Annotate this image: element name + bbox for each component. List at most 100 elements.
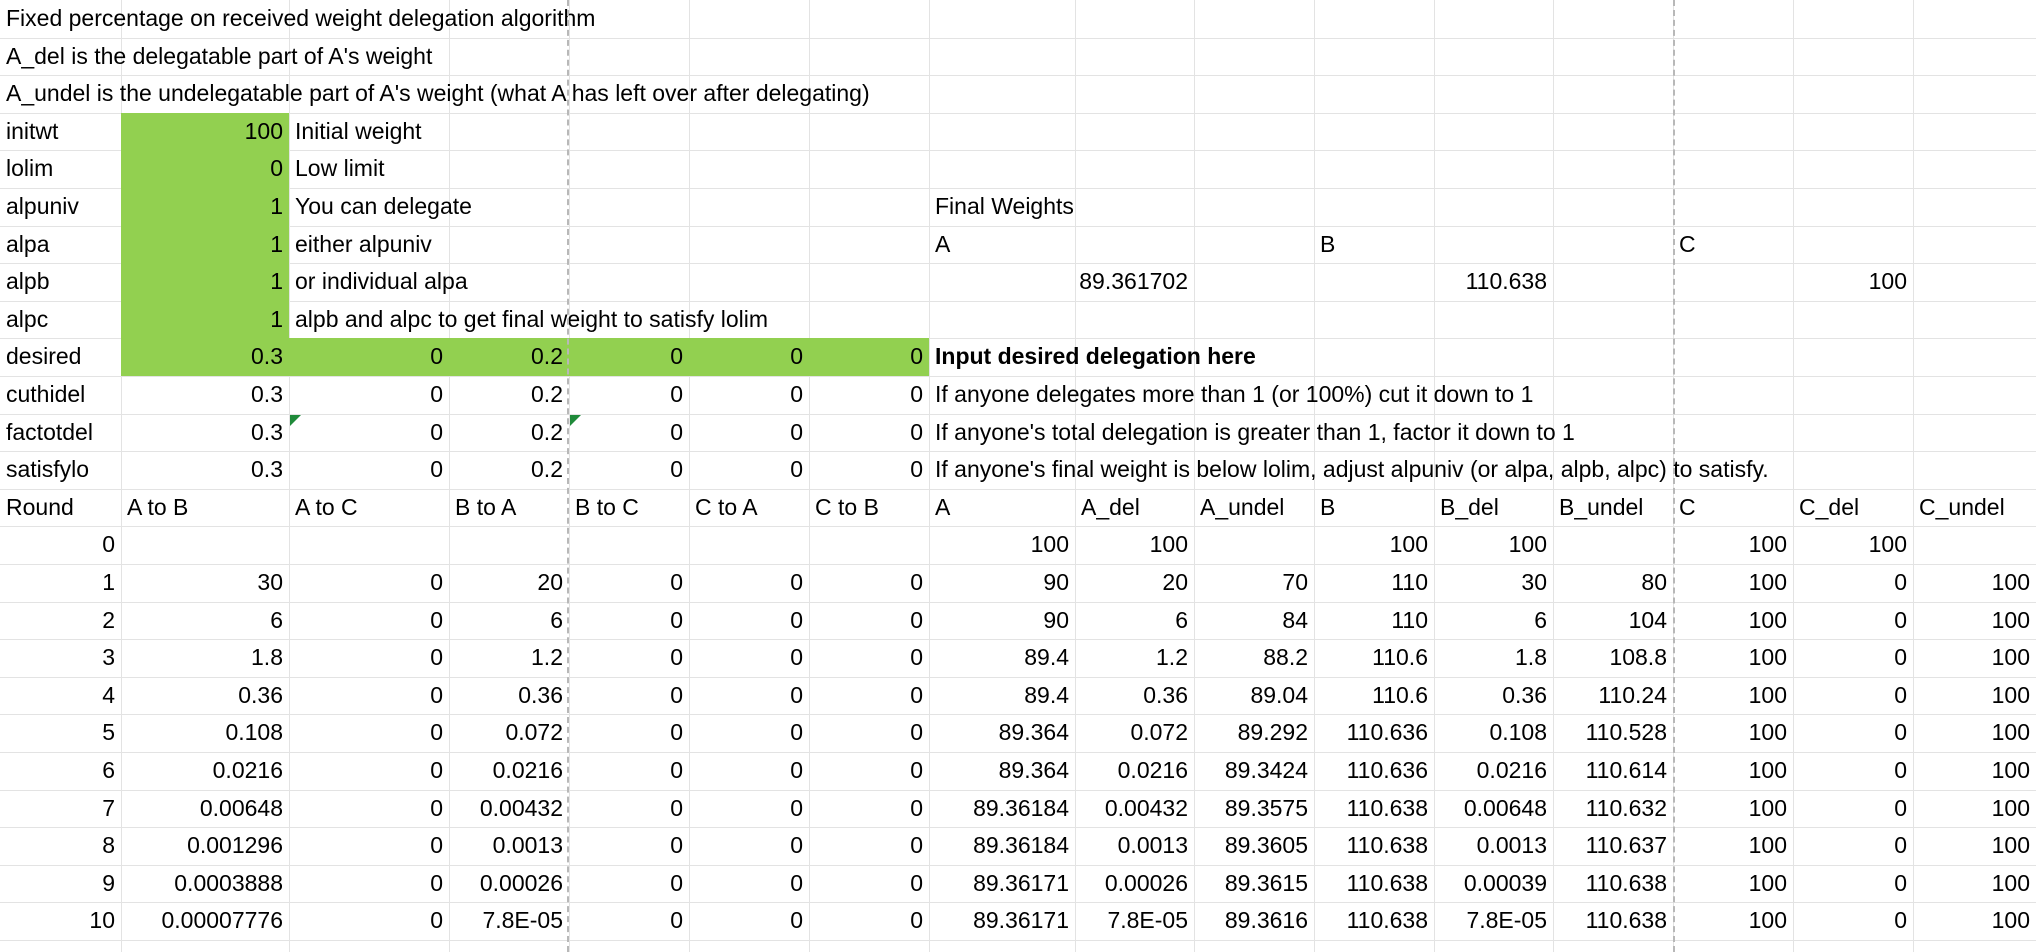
table-value-cell[interactable]: 0 [1894, 795, 1907, 821]
table-value-cell[interactable]: 100 [1991, 832, 2030, 858]
table-round-cell[interactable]: 0 [102, 531, 115, 557]
table-round-cell[interactable]: 9 [102, 870, 115, 896]
table-value-cell[interactable]: 89.364 [998, 719, 1069, 745]
table-value-cell[interactable]: 110.24 [1598, 682, 1667, 708]
table-value-cell[interactable]: 0.0013 [1117, 832, 1188, 858]
table-value-cell[interactable]: 0.00432 [1104, 795, 1188, 821]
table-value-cell[interactable]: 100 [1991, 757, 2030, 783]
table-value-cell[interactable]: 84 [1282, 607, 1308, 633]
delegation-desc-cuthidel[interactable]: If anyone delegates more than 1 (or 100%… [935, 381, 1534, 407]
table-value-cell[interactable]: 0 [430, 795, 443, 821]
table-value-cell[interactable]: 100 [1991, 719, 2030, 745]
param-name-alpuniv[interactable]: alpuniv [6, 193, 79, 219]
table-value-cell[interactable]: 0 [790, 644, 803, 670]
table-header-cell[interactable]: B [1320, 494, 1336, 520]
param-desc-lolim[interactable]: Low limit [295, 155, 385, 181]
table-value-cell[interactable]: 0 [910, 569, 923, 595]
delegation-value-satisfylo[interactable]: 0 [670, 456, 683, 482]
table-value-cell[interactable]: 90 [1043, 607, 1069, 633]
header-line-2[interactable]: A_del is the delegatable part of A's wei… [6, 43, 433, 69]
table-round-cell[interactable]: 6 [102, 757, 115, 783]
delegation-desc-desired[interactable]: Input desired delegation here [935, 343, 1256, 369]
table-value-cell[interactable]: 100 [1991, 870, 2030, 896]
table-value-cell[interactable]: 7.8E-05 [482, 907, 563, 933]
table-header-cell[interactable]: Round [6, 494, 74, 520]
table-value-cell[interactable]: 100 [1748, 795, 1787, 821]
table-value-cell[interactable]: 0 [1894, 569, 1907, 595]
param-value-alpb[interactable]: 1 [270, 268, 283, 294]
table-value-cell[interactable]: 6 [550, 607, 563, 633]
table-value-cell[interactable]: 110.636 [1346, 719, 1428, 745]
table-value-cell[interactable]: 100 [1991, 607, 2030, 633]
table-value-cell[interactable]: 0.00026 [1104, 870, 1188, 896]
table-header-cell[interactable]: C to A [695, 494, 758, 520]
table-value-cell[interactable]: 1.8 [251, 644, 283, 670]
delegation-value-factotdel[interactable]: 0 [910, 419, 923, 445]
table-value-cell[interactable]: 110.638 [1585, 870, 1667, 896]
table-value-cell[interactable]: 0 [790, 907, 803, 933]
table-round-cell[interactable]: 3 [102, 644, 115, 670]
table-value-cell[interactable]: 88.2 [1263, 644, 1308, 670]
table-value-cell[interactable]: 110.638 [1346, 832, 1428, 858]
delegation-value-satisfylo[interactable]: 0.2 [531, 456, 563, 482]
delegation-value-cuthidel[interactable]: 0.3 [251, 381, 283, 407]
table-value-cell[interactable]: 0 [1894, 682, 1907, 708]
table-value-cell[interactable]: 0 [790, 832, 803, 858]
table-value-cell[interactable]: 100 [1748, 907, 1787, 933]
table-value-cell[interactable]: 100 [1748, 531, 1787, 557]
table-value-cell[interactable]: 6 [1175, 607, 1188, 633]
table-value-cell[interactable] [569, 526, 689, 563]
table-value-cell[interactable]: 0 [430, 757, 443, 783]
table-value-cell[interactable]: 6 [270, 607, 283, 633]
table-value-cell[interactable]: 0 [670, 757, 683, 783]
table-value-cell[interactable]: 0 [790, 569, 803, 595]
delegation-value-desired[interactable]: 0.2 [531, 343, 563, 369]
param-desc-initwt[interactable]: Initial weight [295, 118, 422, 144]
table-value-cell[interactable]: 0 [670, 870, 683, 896]
table-value-cell[interactable]: 89.36171 [973, 907, 1069, 933]
delegation-value-factotdel[interactable]: 0 [670, 419, 683, 445]
table-value-cell[interactable]: 0 [430, 719, 443, 745]
delegation-desc-factotdel[interactable]: If anyone's total delegation is greater … [935, 419, 1575, 445]
table-value-cell[interactable]: 0 [910, 832, 923, 858]
table-value-cell[interactable]: 0 [910, 907, 923, 933]
table-value-cell[interactable]: 100 [1748, 832, 1787, 858]
table-value-cell[interactable]: 110.6 [1372, 644, 1428, 670]
table-value-cell[interactable]: 0 [1894, 644, 1907, 670]
table-value-cell[interactable]: 0 [790, 795, 803, 821]
param-desc-alpb[interactable]: or individual alpa [295, 268, 468, 294]
table-value-cell[interactable]: 0 [790, 682, 803, 708]
table-value-cell[interactable]: 0 [790, 607, 803, 633]
table-value-cell[interactable]: 0.00432 [479, 795, 563, 821]
delegation-value-desired[interactable]: 0 [790, 343, 803, 369]
table-value-cell[interactable]: 0 [790, 870, 803, 896]
table-value-cell[interactable]: 6 [1534, 607, 1547, 633]
table-value-cell[interactable]: 110.638 [1346, 907, 1428, 933]
table-value-cell[interactable]: 110 [1391, 607, 1428, 633]
table-header-cell[interactable]: A to B [127, 494, 189, 520]
table-value-cell[interactable]: 100 [1868, 531, 1907, 557]
table-value-cell[interactable] [1194, 526, 1314, 563]
table-value-cell[interactable]: 100 [1030, 531, 1069, 557]
table-header-cell[interactable]: C_del [1799, 494, 1860, 520]
table-value-cell[interactable]: 110.6 [1372, 682, 1428, 708]
table-value-cell[interactable]: 89.3605 [1224, 832, 1308, 858]
table-header-cell[interactable]: B_del [1440, 494, 1499, 520]
param-value-lolim[interactable]: 0 [270, 155, 283, 181]
table-value-cell[interactable]: 110.638 [1585, 907, 1667, 933]
final-weight-value-b[interactable]: 110.638 [1465, 268, 1547, 294]
table-value-cell[interactable]: 0 [1894, 870, 1907, 896]
table-value-cell[interactable]: 100 [1991, 907, 2030, 933]
table-value-cell[interactable]: 80 [1641, 569, 1667, 595]
table-value-cell[interactable]: 0.00026 [479, 870, 563, 896]
param-desc-alpc[interactable]: alpb and alpc to get final weight to sat… [295, 306, 769, 332]
table-value-cell[interactable]: 0 [670, 795, 683, 821]
delegation-value-satisfylo[interactable]: 0.3 [251, 456, 283, 482]
table-value-cell[interactable]: 90 [1043, 569, 1069, 595]
table-header-cell[interactable]: C [1679, 494, 1696, 520]
table-value-cell[interactable]: 30 [1521, 569, 1547, 595]
table-value-cell[interactable]: 0.001296 [187, 832, 283, 858]
delegation-value-cuthidel[interactable]: 0 [670, 381, 683, 407]
param-desc-alpa[interactable]: either alpuniv [295, 231, 432, 257]
